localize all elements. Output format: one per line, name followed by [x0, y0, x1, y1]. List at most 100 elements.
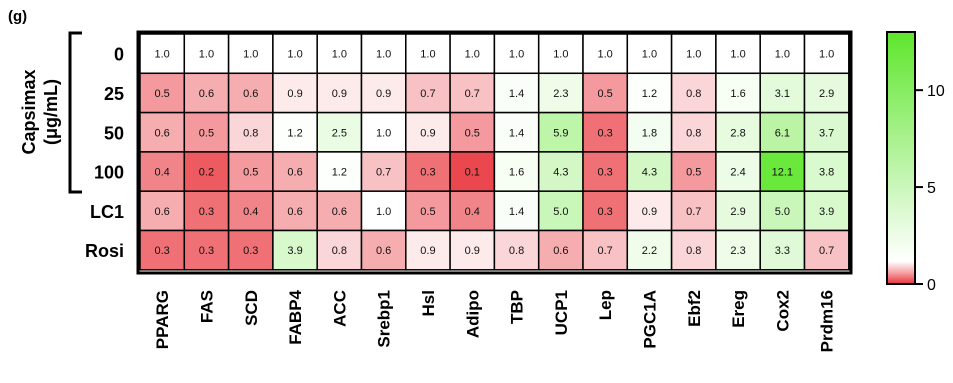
colorbar-ticks: 0 5 10	[915, 83, 945, 294]
cell-value-label: 12.1	[772, 167, 793, 179]
heatmap-cell	[803, 33, 850, 75]
heatmap-cell	[537, 111, 584, 153]
cell-value-label: 3.1	[775, 88, 790, 100]
heatmap-cell	[582, 72, 629, 114]
cell-value-label: 1.0	[553, 49, 568, 61]
heatmap-cell	[537, 33, 584, 75]
heatmap-cell	[139, 229, 186, 271]
heatmap-cell	[227, 190, 274, 232]
cell-value-label: 1.0	[376, 49, 391, 61]
cell-value-label: 0.6	[287, 206, 302, 218]
cell-value-label: 0.7	[598, 245, 613, 257]
cell-value-label: 0.4	[243, 206, 258, 218]
cell-value-label: 1.0	[420, 49, 435, 61]
heatmap-cell	[360, 229, 407, 271]
column-label: PGC1A	[640, 290, 659, 349]
cell-value-label: 0.5	[465, 127, 480, 139]
cell-value-label: 3.8	[819, 167, 834, 179]
cell-value-label: 1.2	[642, 88, 657, 100]
heatmap-cell	[405, 72, 451, 114]
cell-value-label: 1.0	[155, 49, 170, 61]
heatmap-cell	[715, 229, 761, 271]
cell-value-label: 0.6	[553, 245, 568, 257]
column-label: Hsl	[419, 290, 438, 316]
cell-value-label: 3.7	[819, 127, 834, 139]
column-label: UCP1	[552, 290, 571, 335]
cell-value-label: 0.5	[420, 206, 435, 218]
cell-value-label: 0.9	[420, 245, 435, 257]
cell-value-label: 0.3	[598, 167, 613, 179]
cell-value-label: 4.3	[642, 167, 657, 179]
heatmap-cell	[272, 111, 318, 153]
colorbar-tick-label: 5	[927, 180, 936, 197]
heatmap-cells: 1.0 1.0 1.0 1.0 1.0 1.0 1.0 1.0 1.0 1.0 1.0 1.0 1.0 1…	[139, 33, 850, 271]
column-label: Ereg	[729, 290, 748, 328]
heatmap-cell	[537, 190, 584, 232]
cell-value-label: 1.0	[465, 49, 480, 61]
cell-value-label: 1.4	[509, 88, 524, 100]
column-label: Srebp1	[375, 290, 394, 348]
cell-value-label: 4.3	[553, 167, 568, 179]
heatmap-frame	[136, 30, 853, 275]
group-label: Capsimax (μg/mL)	[19, 69, 61, 154]
cell-value-label: 5.0	[553, 206, 568, 218]
cell-value-label: 0.6	[199, 88, 214, 100]
cell-value-label: 1.8	[642, 127, 657, 139]
heatmap-cell	[183, 190, 230, 232]
heatmap-cell	[715, 111, 761, 153]
cell-value-label: 5.9	[553, 127, 568, 139]
cell-value-label: 0.6	[376, 245, 391, 257]
heatmap-cell	[670, 190, 717, 232]
panel-label: (g)	[8, 8, 27, 25]
cell-value-label: 0.3	[155, 245, 170, 257]
heatmap-cell	[316, 229, 363, 271]
heatmap-cell	[227, 72, 274, 114]
heatmap-cell	[803, 111, 850, 153]
row-label: 100	[94, 163, 124, 183]
cell-value-label: 0.3	[243, 245, 258, 257]
cell-value-label: 1.4	[509, 127, 524, 139]
colorbar-tick-label: 10	[927, 83, 945, 100]
cell-value-label: 6.1	[775, 127, 790, 139]
cell-value-label: 0.8	[509, 245, 524, 257]
colorbar-tick-label: 0	[927, 277, 936, 294]
cell-value-label: 1.0	[376, 206, 391, 218]
heatmap-cell	[139, 151, 186, 192]
heatmap-cell	[803, 151, 850, 192]
cell-value-label: 0.9	[332, 88, 347, 100]
heatmap-cell	[759, 72, 806, 114]
heatmap-cell	[316, 111, 363, 153]
column-label: Adipo	[463, 290, 482, 338]
heatmap-cell	[759, 229, 806, 271]
cell-value-label: 1.0	[287, 49, 302, 61]
heatmap-cell	[670, 229, 717, 271]
cell-value-label: 1.0	[243, 49, 258, 61]
heatmap-cell	[449, 229, 496, 271]
cell-value-label: 0.7	[465, 88, 480, 100]
cell-value-label: 0.2	[199, 167, 214, 179]
cell-value-label: 0.8	[243, 127, 258, 139]
group-label-line2: (μg/mL)	[41, 79, 61, 145]
cell-value-label: 0.4	[155, 167, 170, 179]
row-label: Rosi	[85, 241, 124, 261]
cell-value-label: 0.7	[420, 88, 435, 100]
cell-value-label: 2.8	[730, 127, 745, 139]
heatmap-cell	[670, 111, 717, 153]
heatmap-cell	[449, 190, 496, 232]
cell-value-label: 0.8	[332, 245, 347, 257]
cell-value-label: 0.7	[376, 167, 391, 179]
cell-value-label: 3.9	[287, 245, 302, 257]
row-labels: 0 25 50 100 LC1 Rosi	[85, 45, 124, 261]
cell-value-label: 2.4	[730, 167, 745, 179]
cell-value-label: 0.5	[686, 167, 701, 179]
heatmap-cell	[803, 229, 850, 271]
heatmap-cell	[227, 151, 274, 192]
heatmap-cell	[626, 33, 673, 75]
cell-value-label: 0.3	[598, 127, 613, 139]
column-label: Cox2	[773, 290, 792, 332]
cell-value-label: 2.9	[730, 206, 745, 218]
cell-value-label: 1.0	[332, 49, 347, 61]
heatmap-cell	[715, 33, 761, 75]
cell-value-label: 0.9	[420, 127, 435, 139]
heatmap-cell	[405, 151, 451, 192]
